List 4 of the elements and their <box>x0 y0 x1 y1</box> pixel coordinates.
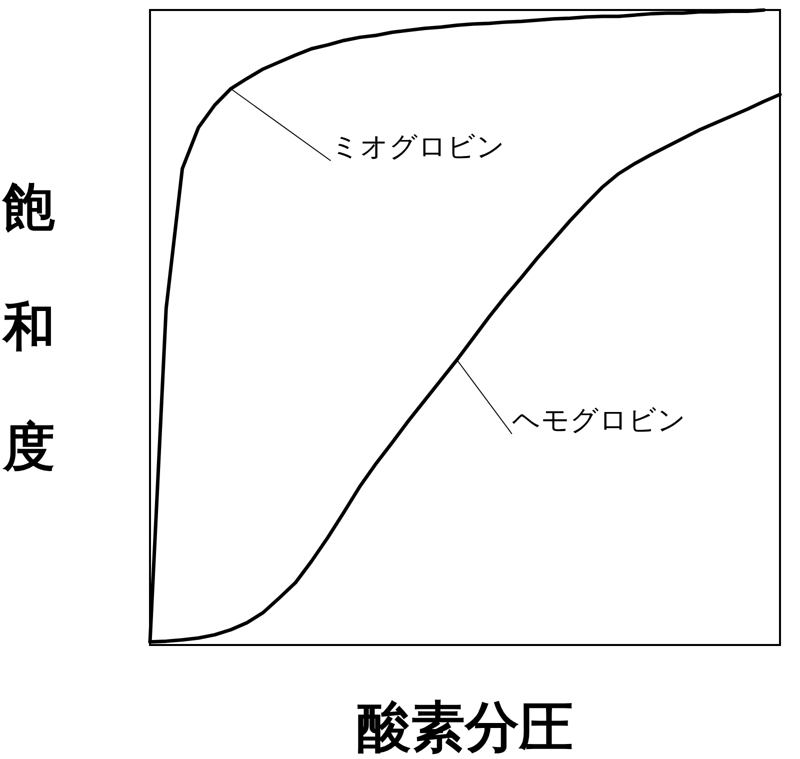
x-axis-title: 酸素分圧 <box>357 696 573 758</box>
y-axis-title: 飽和度 <box>1 178 55 478</box>
text: ヘモグロビン <box>512 403 686 436</box>
text: ミオグロビン <box>330 130 505 164</box>
